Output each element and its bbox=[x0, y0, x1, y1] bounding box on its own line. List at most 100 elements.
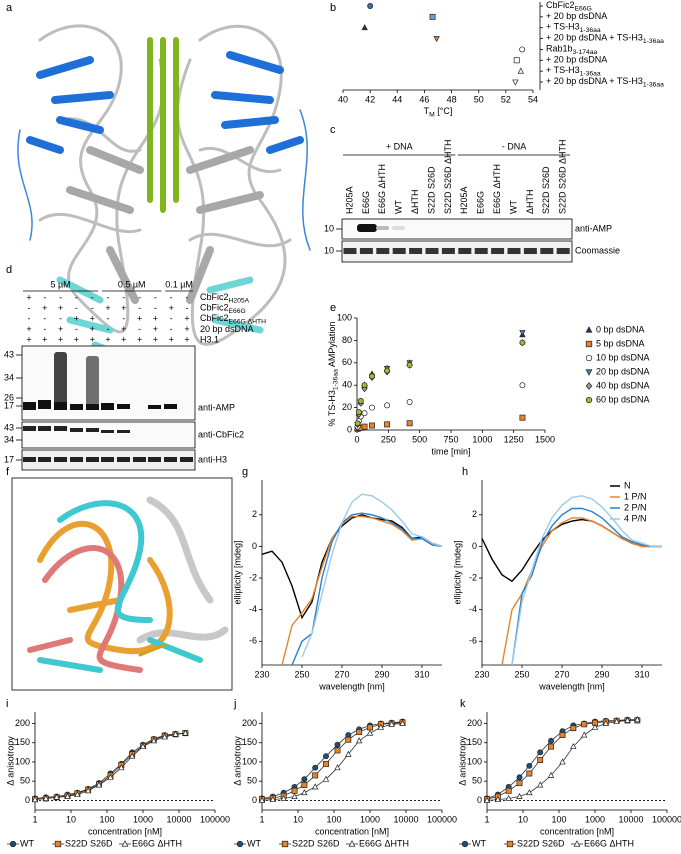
category-label: + 20 bp dsDNA + TS-H31-36aa bbox=[546, 33, 664, 45]
x-tick-label: 10 bbox=[66, 814, 76, 824]
marker bbox=[517, 67, 524, 74]
series-line bbox=[261, 721, 403, 799]
mw-marker: 17 bbox=[4, 400, 14, 410]
lane-label: E66G ΔHTH bbox=[377, 164, 387, 214]
sign: - bbox=[107, 324, 110, 334]
text-part: + TS-H3 bbox=[546, 66, 580, 76]
legend-label: S22D S26D bbox=[65, 838, 113, 848]
marker bbox=[118, 764, 125, 771]
helix-green bbox=[147, 37, 179, 213]
mw-marker: 10 bbox=[324, 223, 334, 233]
marker bbox=[31, 796, 39, 803]
marker bbox=[356, 729, 363, 735]
row-label: CbFic2E66G bbox=[200, 303, 246, 315]
marker bbox=[585, 382, 593, 390]
blot-label: anti-CbFic2 bbox=[198, 429, 244, 439]
marker bbox=[591, 723, 599, 730]
marker bbox=[301, 782, 308, 788]
marker bbox=[53, 793, 60, 800]
marker bbox=[613, 717, 620, 725]
y-tick-label: 50 bbox=[20, 776, 30, 786]
subscript: 1-36aa bbox=[580, 70, 601, 77]
x-tick-label: 1 bbox=[484, 814, 489, 824]
text-part: % TS-H3 bbox=[327, 390, 337, 426]
y-axis-label: Δ anisotropy bbox=[5, 736, 15, 786]
series-line bbox=[501, 517, 662, 666]
x-tick-label: 46 bbox=[419, 94, 429, 104]
marker bbox=[585, 354, 593, 362]
y-tick-label: 200 bbox=[15, 718, 30, 728]
sign: + bbox=[153, 334, 158, 344]
marker bbox=[536, 781, 544, 788]
sign: + bbox=[137, 313, 142, 323]
x-tick-label: 250 bbox=[381, 434, 396, 444]
y-tick-label: -2 bbox=[469, 572, 477, 582]
sign: + bbox=[42, 334, 47, 344]
marker bbox=[236, 840, 244, 848]
legend-label: 10 bp dsDNA bbox=[596, 352, 650, 362]
sign: + bbox=[58, 324, 63, 334]
sign: - bbox=[75, 303, 78, 313]
structure-a bbox=[17, 24, 311, 359]
x-tick-label: 10 bbox=[293, 814, 303, 824]
gel-d-bands bbox=[21, 345, 196, 471]
marker bbox=[355, 409, 362, 416]
marker bbox=[585, 396, 593, 404]
panel-label: h bbox=[462, 466, 468, 478]
marker bbox=[366, 729, 374, 736]
lane-label: WT bbox=[508, 200, 518, 214]
subscript: 1-36aa bbox=[332, 369, 339, 390]
blot-label: anti-H3 bbox=[198, 454, 227, 464]
y-tick-label: 100 bbox=[15, 756, 30, 766]
y-tick-label: -2 bbox=[249, 572, 257, 582]
loop-blue bbox=[17, 109, 311, 251]
sign: + bbox=[26, 334, 31, 344]
sign: - bbox=[59, 313, 62, 323]
marker bbox=[406, 399, 413, 405]
x-axis-label: concentration [nM] bbox=[315, 826, 389, 836]
category-label: + 20 bp dsDNA + TS-H31-36aa bbox=[546, 76, 664, 88]
lane-label: H205A bbox=[344, 186, 354, 214]
y-tick-label: -4 bbox=[469, 604, 477, 614]
marker bbox=[429, 13, 436, 20]
x-tick-label: 230 bbox=[474, 669, 489, 679]
sign: - bbox=[170, 292, 173, 302]
marker bbox=[361, 423, 368, 430]
subscript: 3-174aa bbox=[573, 49, 598, 56]
marker bbox=[494, 796, 502, 803]
marker bbox=[585, 340, 593, 348]
panel-label: i bbox=[6, 698, 8, 710]
marker bbox=[384, 367, 391, 374]
series-line bbox=[511, 507, 662, 666]
marker bbox=[526, 762, 533, 769]
x-tick-label: 54 bbox=[528, 94, 538, 104]
row-label: 20 bp dsDNA bbox=[200, 324, 254, 334]
marker bbox=[95, 781, 103, 788]
series-line bbox=[261, 723, 403, 801]
ribbon-cyan bbox=[37, 500, 203, 673]
marker bbox=[369, 422, 375, 429]
legend-label: 1 P/N bbox=[624, 491, 647, 501]
y-axis-label: ellipticity [mdeg] bbox=[452, 540, 462, 604]
sign: - bbox=[107, 292, 110, 302]
text-part: + 20 bp dsDNA + TS-H3 bbox=[546, 76, 643, 86]
y-tick-label: 200 bbox=[242, 718, 257, 728]
x-tick-label: 270 bbox=[334, 669, 349, 679]
category-label: + TS-H31-36aa bbox=[546, 22, 601, 34]
marker bbox=[559, 732, 566, 739]
sign: - bbox=[138, 303, 141, 313]
sign: + bbox=[105, 303, 110, 313]
sign: + bbox=[169, 334, 174, 344]
marker bbox=[585, 326, 593, 333]
category-label: Rab1b3-174aa bbox=[546, 44, 598, 56]
y-axis-label: ellipticity [mdeg] bbox=[232, 540, 242, 604]
text-part: + TS-H3 bbox=[546, 22, 580, 32]
marker bbox=[107, 773, 114, 780]
blot bbox=[341, 240, 573, 263]
legend-label: N bbox=[624, 480, 631, 490]
subscript: E66G bbox=[229, 308, 246, 315]
marker bbox=[624, 716, 631, 723]
sign: + bbox=[90, 313, 95, 323]
y-tick-label: 150 bbox=[467, 737, 482, 747]
marker bbox=[526, 789, 533, 796]
